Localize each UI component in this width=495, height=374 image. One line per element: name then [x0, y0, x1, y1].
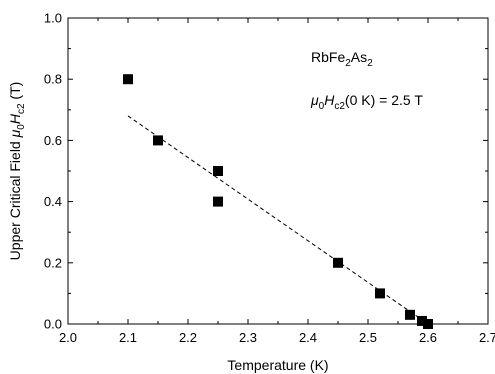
y-ticks [68, 17, 488, 325]
y-axis-title-mu-sub: 0 [16, 124, 27, 130]
data-point [423, 319, 433, 329]
annotation-field: μ0Hc2(0 K) = 2.5 T [310, 92, 423, 112]
y-tick-label: 0.2 [44, 255, 62, 270]
annotation-compound: RbFe2As2 [311, 49, 373, 69]
x-tick-label: 2.4 [299, 330, 317, 345]
y-axis-title-h: H [7, 113, 23, 124]
data-point [417, 315, 427, 326]
y-axis-title-mu: μ [7, 129, 23, 138]
compound-part-b: As [351, 49, 367, 65]
y-tick-label: 0.8 [44, 72, 62, 87]
field-mu-sub: 0 [319, 101, 325, 112]
data-point [333, 257, 343, 268]
x-tick-label: 2.6 [419, 330, 437, 345]
compound-sub-1: 2 [345, 58, 351, 69]
data-point [213, 166, 223, 176]
y-axis-title-unit: (T) [7, 82, 23, 104]
field-h-sub: c2 [334, 101, 345, 112]
x-tick-labels: 2.0 2.1 2.2 2.3 2.4 2.5 2.6 2.7 [59, 330, 495, 345]
compound-part-a: RbFe [311, 49, 345, 65]
field-rest: (0 K) = 2.5 T [345, 92, 423, 108]
data-point [123, 74, 133, 85]
y-tick-label: 0.4 [44, 194, 62, 209]
y-tick-labels: 0.0 0.2 0.4 0.6 0.8 1.0 [44, 11, 62, 332]
plot-frame [67, 17, 489, 325]
data-point [153, 135, 163, 146]
data-point [375, 288, 385, 299]
field-mu: μ [310, 92, 319, 108]
field-h: H [324, 92, 335, 108]
compound-sub-2: 2 [367, 58, 373, 69]
x-tick-label: 2.7 [479, 330, 495, 345]
y-axis-title-h-sub: c2 [16, 103, 27, 114]
data-point [405, 309, 415, 320]
x-tick-label: 2.1 [119, 330, 137, 345]
x-tick-label: 2.5 [359, 330, 377, 345]
x-tick-label: 2.0 [59, 330, 77, 345]
x-ticks [67, 18, 489, 324]
y-axis-title-prefix: Upper Critical Field [7, 137, 23, 260]
y-axis-title: Upper Critical Field μ0Hc2 (T) [7, 82, 27, 261]
y-tick-label: 0.0 [44, 317, 62, 332]
data-point [213, 196, 223, 207]
data-points [123, 74, 433, 329]
x-tick-label: 2.3 [239, 330, 257, 345]
x-tick-label: 2.2 [179, 330, 197, 345]
y-tick-label: 1.0 [44, 11, 62, 26]
x-axis-title: Temperature (K) [227, 357, 328, 373]
y-tick-label: 0.6 [44, 133, 62, 148]
